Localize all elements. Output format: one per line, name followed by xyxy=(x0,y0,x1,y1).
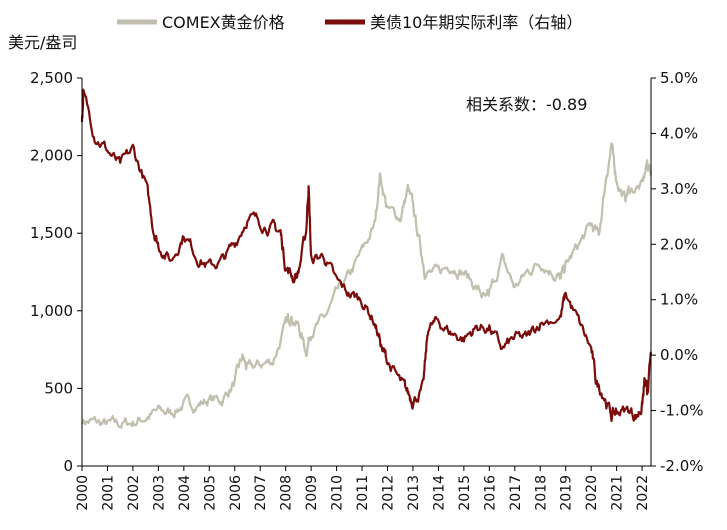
left-axis-unit: 美元/盎司 xyxy=(8,33,77,52)
plot-series xyxy=(80,88,653,429)
legend-item-gold[interactable]: COMEX黄金价格 xyxy=(117,13,285,32)
left-tick-label: 0 xyxy=(63,457,73,475)
x-tick-label: 2010 xyxy=(330,475,346,511)
x-tick-label: 2014 xyxy=(431,475,447,511)
x-tick-label: 2016 xyxy=(482,475,498,511)
x-tick-label: 2002 xyxy=(126,475,142,511)
right-tick-label: 1.0% xyxy=(660,291,698,309)
x-tick-label: 2011 xyxy=(355,475,371,511)
x-tick-label: 2009 xyxy=(304,475,320,511)
x-tick-label: 2022 xyxy=(635,475,651,511)
x-tick-label: 2000 xyxy=(75,475,91,511)
x-tick-label: 2020 xyxy=(584,475,600,511)
x-tick-label: 2005 xyxy=(202,475,218,511)
series-line-gold xyxy=(80,142,653,429)
left-tick-label: 1,000 xyxy=(30,302,73,320)
right-tick-label: 3.0% xyxy=(660,180,698,198)
left-tick-label: 2,000 xyxy=(30,147,73,165)
x-axis: 2000 2001 2002 2003 2004 2005 2006 2007 2008 2009… xyxy=(75,466,651,511)
x-tick-label: 2012 xyxy=(381,475,397,511)
x-tick-label: 2006 xyxy=(228,475,244,511)
left-tick-label: 1,500 xyxy=(30,224,73,242)
x-tick-label: 2004 xyxy=(177,475,193,511)
left-tick-label: 2,500 xyxy=(30,69,73,87)
legend-label-gold: COMEX黄金价格 xyxy=(162,13,285,32)
right-axis: -2.0% -1.0% 0.0% 1.0% 2.0% 3.0% 4.0% 5.0% xyxy=(651,69,704,475)
series-line-real-rate xyxy=(80,88,653,423)
right-tick-label: 0.0% xyxy=(660,346,698,364)
left-axis: 0 500 1,000 1,500 2,000 2,500 xyxy=(30,69,82,475)
x-tick-label: 2021 xyxy=(610,475,626,511)
legend: COMEX黄金价格 美债10年期实际利率（右轴） xyxy=(117,13,582,32)
right-tick-label: 4.0% xyxy=(660,124,698,142)
x-tick-label: 2015 xyxy=(457,475,473,511)
left-tick-label: 500 xyxy=(44,379,73,397)
x-tick-label: 2018 xyxy=(533,475,549,511)
x-tick-label: 2003 xyxy=(151,475,167,511)
legend-item-real-rate[interactable]: 美债10年期实际利率（右轴） xyxy=(325,13,582,32)
x-tick-label: 2001 xyxy=(100,475,116,511)
right-tick-label: -1.0% xyxy=(660,402,704,420)
right-tick-label: -2.0% xyxy=(660,457,704,475)
x-tick-label: 2019 xyxy=(559,475,575,511)
x-tick-label: 2007 xyxy=(253,475,269,511)
x-tick-label: 2017 xyxy=(508,475,524,511)
legend-label-real-rate: 美债10年期实际利率（右轴） xyxy=(370,13,582,32)
right-tick-label: 5.0% xyxy=(660,69,698,87)
correlation-annotation: 相关系数：-0.89 xyxy=(466,95,587,114)
x-tick-label: 2008 xyxy=(279,475,295,511)
x-tick-label: 2013 xyxy=(406,475,422,511)
right-tick-label: 2.0% xyxy=(660,235,698,253)
